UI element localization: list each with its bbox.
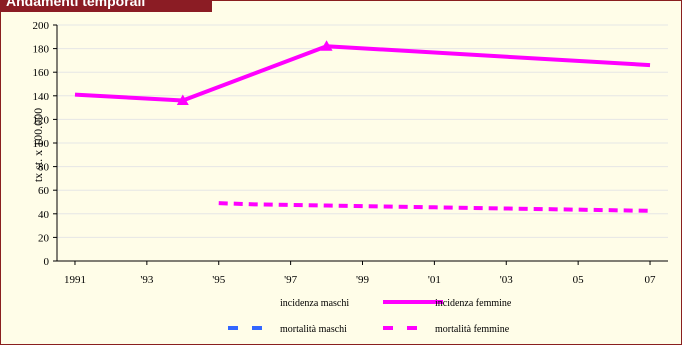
x-tick-label: '97 [284, 274, 297, 286]
series-layer [74, 40, 651, 213]
series-line-incidenza-femmine [74, 44, 651, 103]
legend-label: incidenza femmine [435, 298, 512, 309]
y-tick-label: 0 [44, 256, 50, 268]
y-tick-label: 180 [33, 44, 50, 56]
series-marker [176, 94, 189, 106]
series-marker [320, 40, 333, 51]
y-axis-ticks: 0 20 40 60 80 100 120 140 160 180 200 [33, 20, 57, 268]
gridlines [57, 24, 668, 238]
x-tick-label: '01 [428, 274, 441, 286]
y-tick-label: 160 [33, 67, 50, 79]
y-axis-label: tx st. x 100.000 [31, 108, 45, 182]
x-tick-label: '93 [140, 274, 153, 286]
legend-label: incidenza maschi [280, 298, 349, 309]
y-tick-label: 20 [38, 232, 50, 244]
y-tick-label: 140 [33, 91, 50, 103]
legend: incidenza maschi incidenza femmine mortali… [228, 298, 512, 335]
y-tick-label: 100 [33, 138, 50, 150]
series-line-mortalit--femmine [218, 201, 651, 213]
x-tick-label: '03 [500, 274, 513, 286]
y-tick-label: 120 [33, 114, 50, 126]
legend-label: mortalità femmine [435, 324, 510, 335]
x-axis-ticks: 1991 '93 '95 '97 '99 '01 '03 05 07 [64, 261, 656, 286]
x-tick-label: 05 [573, 274, 585, 286]
panel-title-tab: Andamenti temporali [0, 0, 212, 12]
y-tick-label: 40 [38, 209, 50, 221]
x-tick-label: 1991 [64, 274, 86, 286]
panel-title: Andamenti temporali [6, 0, 146, 9]
y-tick-label: 60 [38, 185, 50, 197]
x-tick-label: 07 [645, 274, 657, 286]
y-tick-label: 80 [38, 162, 50, 174]
y-tick-label: 200 [33, 20, 50, 32]
x-tick-label: '95 [212, 274, 225, 286]
x-tick-label: '99 [356, 274, 369, 286]
legend-label: mortalità maschi [280, 324, 347, 335]
